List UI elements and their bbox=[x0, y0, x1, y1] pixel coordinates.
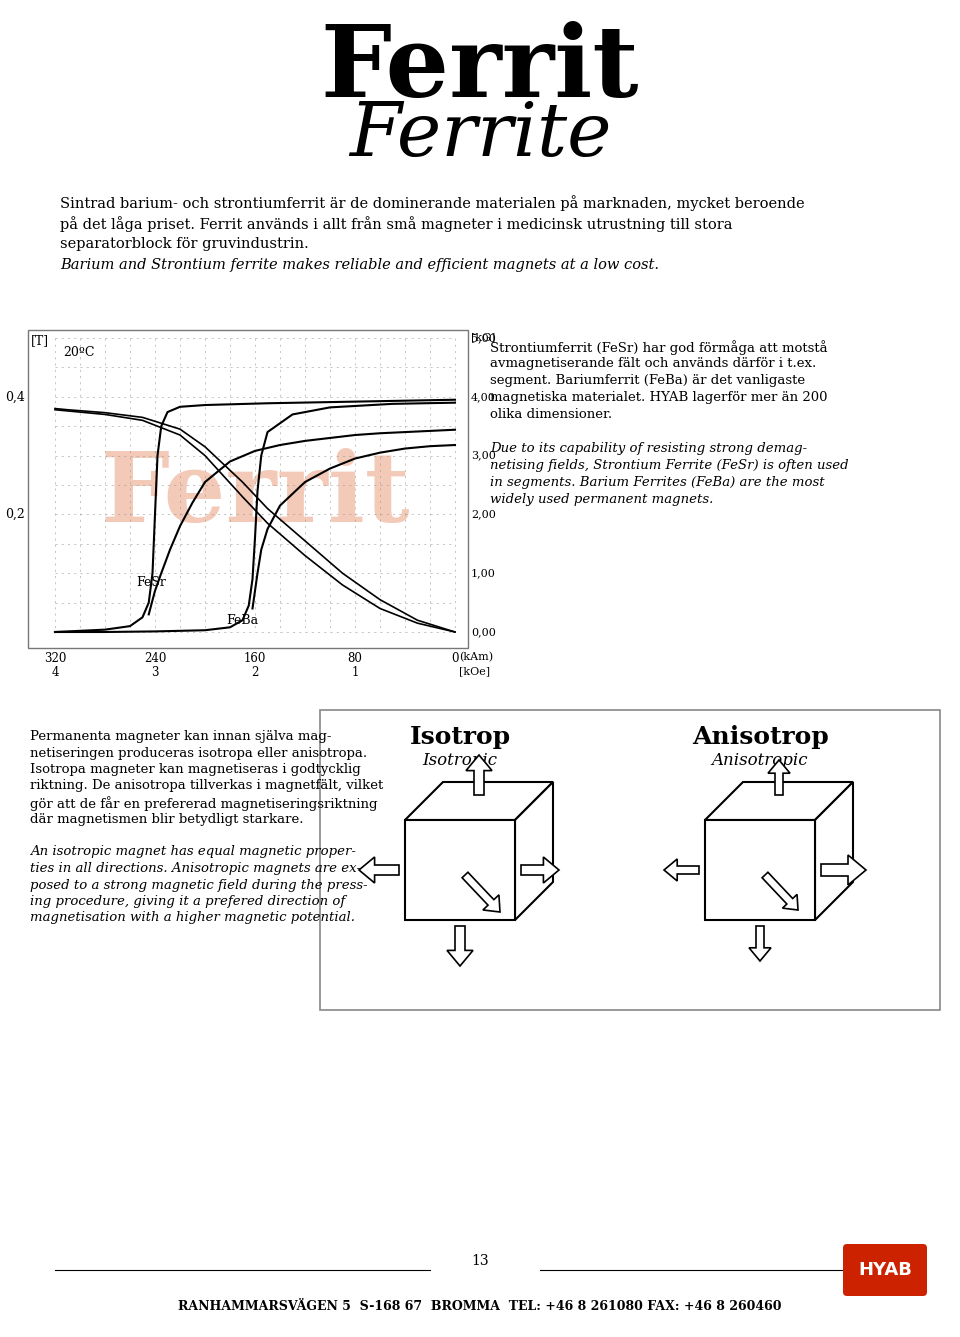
Text: 2: 2 bbox=[252, 666, 258, 679]
Text: 4,00: 4,00 bbox=[471, 392, 496, 402]
Text: Anisotrop: Anisotrop bbox=[691, 725, 828, 749]
Text: [kOe]: [kOe] bbox=[459, 666, 491, 677]
Text: avmagnetiserande fält och används därför i t.ex.: avmagnetiserande fält och används därför… bbox=[490, 357, 816, 370]
Text: 3,00: 3,00 bbox=[471, 451, 496, 461]
Text: Ferrite: Ferrite bbox=[348, 99, 612, 171]
Text: riktning. De anisotropa tillverkas i magnetfält, vilket: riktning. De anisotropa tillverkas i mag… bbox=[30, 779, 383, 793]
Polygon shape bbox=[821, 854, 866, 885]
Text: ing procedure, giving it a prefered direction of: ing procedure, giving it a prefered dire… bbox=[30, 894, 346, 908]
Text: FeBa: FeBa bbox=[227, 615, 258, 627]
Bar bbox=[28, 330, 468, 648]
Text: 3: 3 bbox=[152, 666, 158, 679]
Text: in segments. Barium Ferrites (FeBa) are the most: in segments. Barium Ferrites (FeBa) are … bbox=[490, 476, 825, 489]
Text: 2,00: 2,00 bbox=[471, 509, 496, 519]
Polygon shape bbox=[447, 927, 473, 967]
Text: 13: 13 bbox=[471, 1254, 489, 1267]
Text: widely used permanent magnets.: widely used permanent magnets. bbox=[490, 493, 713, 505]
Text: Isotrop: Isotrop bbox=[409, 725, 511, 749]
Polygon shape bbox=[462, 872, 500, 912]
Text: Permanenta magneter kan innan själva mag-: Permanenta magneter kan innan själva mag… bbox=[30, 730, 331, 743]
Text: segment. Bariumferrit (FeBa) är det vanligaste: segment. Bariumferrit (FeBa) är det vanl… bbox=[490, 374, 805, 386]
Text: FeSr: FeSr bbox=[136, 576, 166, 590]
Text: 5,00: 5,00 bbox=[471, 333, 496, 344]
Text: 4: 4 bbox=[51, 666, 59, 679]
Text: 0,4: 0,4 bbox=[5, 390, 25, 404]
Text: Due to its capability of resisting strong demag-: Due to its capability of resisting stron… bbox=[490, 443, 807, 455]
Text: An isotropic magnet has equal magnetic proper-: An isotropic magnet has equal magnetic p… bbox=[30, 845, 356, 858]
Polygon shape bbox=[749, 927, 771, 961]
Polygon shape bbox=[762, 872, 798, 910]
Text: magnetisation with a higher magnetic potential.: magnetisation with a higher magnetic pot… bbox=[30, 912, 355, 924]
Text: 0: 0 bbox=[451, 652, 459, 664]
Text: 160: 160 bbox=[244, 652, 266, 664]
Text: Isotropa magneter kan magnetiseras i godtycklig: Isotropa magneter kan magnetiseras i god… bbox=[30, 763, 361, 775]
Text: 1,00: 1,00 bbox=[471, 568, 496, 578]
Text: [kG]: [kG] bbox=[471, 332, 495, 342]
Bar bbox=[705, 820, 815, 920]
Text: olika dimensioner.: olika dimensioner. bbox=[490, 408, 612, 421]
Text: [T]: [T] bbox=[31, 334, 49, 348]
Polygon shape bbox=[405, 782, 553, 820]
Text: gör att de får en prefererad magnetiseringsriktning: gör att de får en prefererad magnetiseri… bbox=[30, 796, 377, 810]
Polygon shape bbox=[664, 858, 699, 881]
Text: Ferrit: Ferrit bbox=[100, 448, 410, 541]
Text: netiseringen produceras isotropa eller anisotropa.: netiseringen produceras isotropa eller a… bbox=[30, 746, 367, 759]
Text: 0,00: 0,00 bbox=[471, 627, 496, 636]
Text: Isotropic: Isotropic bbox=[422, 751, 497, 769]
Text: Barium and Strontium ferrite makes reliable and efficient magnets at a low cost.: Barium and Strontium ferrite makes relia… bbox=[60, 258, 659, 271]
Polygon shape bbox=[521, 857, 559, 882]
Bar bbox=[405, 820, 515, 920]
Bar bbox=[320, 710, 940, 1009]
FancyBboxPatch shape bbox=[843, 1243, 927, 1296]
Text: där magnetismen blir betydligt starkare.: där magnetismen blir betydligt starkare. bbox=[30, 813, 303, 825]
Text: 0,2: 0,2 bbox=[5, 508, 25, 521]
Text: ties in all directions. Anisotropic magnets are ex-: ties in all directions. Anisotropic magn… bbox=[30, 862, 361, 874]
Text: Ferrit: Ferrit bbox=[321, 21, 639, 119]
Polygon shape bbox=[466, 755, 492, 796]
Text: RANHAMMARSVÄGEN 5  S-168 67  BROMMA  TEL: +46 8 261080 FAX: +46 8 260460: RANHAMMARSVÄGEN 5 S-168 67 BROMMA TEL: +… bbox=[179, 1300, 781, 1313]
Polygon shape bbox=[768, 759, 790, 796]
Text: 80: 80 bbox=[348, 652, 363, 664]
Text: separatorblock för gruvindustrin.: separatorblock för gruvindustrin. bbox=[60, 237, 309, 251]
Text: posed to a strong magnetic field during the press-: posed to a strong magnetic field during … bbox=[30, 878, 368, 892]
Text: Sintrad barium- och strontiumferrit är de dominerande materialen på marknaden, m: Sintrad barium- och strontiumferrit är d… bbox=[60, 195, 804, 211]
Text: netising fields, Strontium Ferrite (FeSr) is often used: netising fields, Strontium Ferrite (FeSr… bbox=[490, 459, 849, 472]
Text: på det låga priset. Ferrit används i allt från små magneter i medicinsk utrustni: på det låga priset. Ferrit används i all… bbox=[60, 217, 732, 231]
Text: HYAB: HYAB bbox=[858, 1261, 912, 1280]
Text: 20ºC: 20ºC bbox=[63, 346, 94, 360]
Text: Anisotropic: Anisotropic bbox=[711, 751, 808, 769]
Polygon shape bbox=[515, 782, 553, 920]
Text: 240: 240 bbox=[144, 652, 166, 664]
Text: Strontiumferrit (FeSr) har god förmåga att motstå: Strontiumferrit (FeSr) har god förmåga a… bbox=[490, 340, 828, 354]
Text: (kAm): (kAm) bbox=[459, 652, 493, 662]
Polygon shape bbox=[359, 857, 399, 882]
Text: 320: 320 bbox=[44, 652, 66, 664]
Text: 1: 1 bbox=[351, 666, 359, 679]
Polygon shape bbox=[705, 782, 853, 820]
Text: magnetiska materialet. HYAB lagerför mer än 200: magnetiska materialet. HYAB lagerför mer… bbox=[490, 390, 828, 404]
Polygon shape bbox=[815, 782, 853, 920]
